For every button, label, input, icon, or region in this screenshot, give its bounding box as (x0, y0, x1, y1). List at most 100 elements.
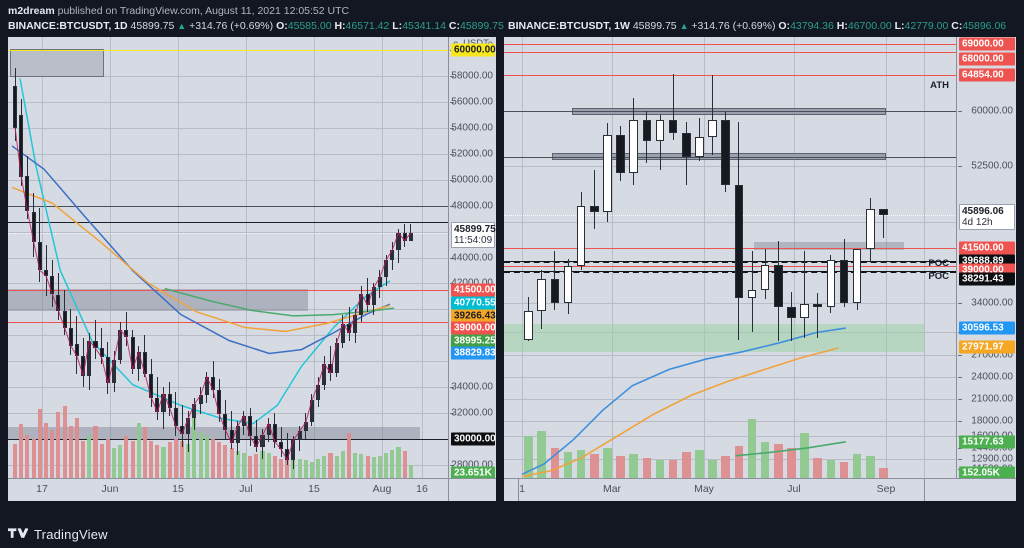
axis-price-tag[interactable]: 23.651K (451, 466, 495, 480)
axis-price-tag[interactable]: 27971.97 (959, 340, 1015, 354)
axis-price-tag[interactable]: 39266.43 (451, 309, 496, 323)
last-price-box[interactable]: 45899.75 11:54:09 (451, 221, 496, 248)
axis-tick (958, 398, 962, 400)
candle-body (852, 249, 862, 303)
axis-price-tag[interactable]: 15177.63 (959, 435, 1015, 449)
candle-wick (94, 319, 96, 359)
time-axis-weekly[interactable]: 1 Mar May Jul Sep (504, 478, 1016, 501)
volume-bar (297, 458, 302, 478)
volume-bar (155, 445, 160, 478)
volume-bar (537, 431, 547, 478)
volume-bar (186, 443, 191, 478)
gridline-horizontal (8, 257, 448, 259)
chart-plot-weekly[interactable]: ATH POC POC (504, 37, 956, 478)
axis-tick (958, 458, 962, 460)
close-key-weekly: C: (951, 20, 963, 32)
volume-bar (365, 455, 370, 478)
price-line (504, 247, 956, 249)
axis-price-tag[interactable]: 41500.00 (451, 283, 496, 297)
axis-price-tag[interactable]: 152.05K (959, 466, 1015, 480)
close-value-weekly: 45896.06 (962, 20, 1007, 32)
volume-bar (74, 418, 79, 478)
price-line (504, 51, 956, 53)
axis-price-tag[interactable]: 41500.00 (959, 241, 1015, 255)
candle-body (695, 137, 704, 157)
price-line (8, 205, 448, 207)
volume-bar (328, 452, 333, 478)
symbol-title-daily[interactable]: BINANCE:BTCUSDT, 1D (8, 20, 128, 32)
candle-body (773, 264, 783, 307)
axis-price-tag[interactable]: 39000.00 (451, 321, 496, 335)
axis-price-tag[interactable]: 38829.83 (451, 346, 496, 360)
volume-bar (371, 457, 376, 478)
chart-plot-daily[interactable] (8, 37, 448, 478)
time-axis-label: Jul (239, 483, 253, 495)
gridline-vertical (924, 37, 925, 478)
volume-bar (31, 439, 36, 478)
axis-price-tag[interactable]: 38995.25 (451, 334, 496, 347)
axis-price-tag[interactable]: 40770.55 (451, 296, 496, 310)
volume-bar (322, 455, 327, 478)
demand-zone (8, 427, 420, 441)
volume-bar (285, 457, 290, 478)
axis-price-label: 56000.00 (451, 96, 493, 108)
volume-bar (695, 449, 704, 478)
supply-zone-small (754, 241, 904, 250)
chart-pane-daily[interactable]: 6.USDT060000.0058000.0056000.0054000.005… (8, 37, 496, 501)
tradingview-logo[interactable]: TradingView (8, 527, 108, 542)
time-axis-label: Jun (101, 483, 119, 495)
axis-price-label: 52500.00 (971, 160, 1013, 172)
price-line (8, 49, 448, 51)
last-price-box[interactable]: 45896.06 4d 12h (959, 204, 1015, 231)
volume-bar (204, 436, 209, 478)
axis-tick (450, 257, 454, 259)
price-line (504, 75, 956, 76)
candle-wick (255, 419, 257, 453)
price-axis-daily[interactable]: 6.USDT060000.0058000.0056000.0054000.005… (448, 37, 496, 480)
candle-body (760, 264, 770, 290)
gridline-vertical (886, 37, 887, 478)
up-arrow-icon: ▲ (177, 21, 187, 31)
volume-bar (826, 459, 836, 478)
symbol-title-weekly[interactable]: BINANCE:BTCUSDT, 1W (508, 20, 630, 32)
axis-price-tag[interactable]: 30000.00 (451, 432, 496, 446)
axis-price-tag[interactable]: 69000.00 (959, 37, 1015, 51)
ma-slow-orange (521, 347, 839, 478)
gridline-horizontal (8, 387, 448, 389)
volume-bar (616, 455, 625, 478)
candle-body (668, 120, 678, 134)
volume-bar (589, 453, 599, 478)
gridline-vertical (704, 37, 705, 478)
time-axis-daily[interactable]: 17 Jun 15 Jul 15 Aug 16 (8, 478, 496, 501)
candle-body (603, 134, 612, 213)
axis-price-tag[interactable]: 38291.43 (959, 272, 1015, 286)
open-value-weekly: 43794.36 (790, 20, 834, 32)
candle-body (13, 86, 18, 128)
volume-bar (235, 451, 240, 478)
volume-bar (309, 461, 314, 478)
volume-bar (87, 434, 92, 478)
candle-body (787, 306, 796, 318)
axis-price-label: 18000.00 (971, 415, 1013, 427)
gridline-horizontal (8, 283, 448, 285)
gridline-horizontal (8, 335, 448, 337)
axis-price-label: 48000.00 (451, 200, 493, 212)
axis-price-tag[interactable]: 30596.53 (959, 321, 1015, 335)
high-key-weekly: H: (836, 20, 848, 32)
moving-average-overlays (521, 327, 846, 478)
volume-bar (93, 425, 98, 478)
volume-bar (248, 455, 253, 478)
price-axis-weekly[interactable]: 7USDT060000.0052500.0034000.0030000.0027… (956, 37, 1016, 480)
candle-wick (817, 293, 819, 339)
axis-price-tag[interactable]: 68000.00 (959, 52, 1015, 66)
volume-bar (192, 415, 197, 478)
volume-bar (353, 452, 358, 478)
volume-bar (852, 453, 862, 478)
axis-price-tag[interactable]: 60000.00 (451, 43, 496, 57)
axis-price-tag[interactable]: 64854.00 (959, 68, 1015, 82)
candle-body (524, 311, 533, 340)
time-axis-separator (448, 479, 449, 501)
plot-label-poc: POC (928, 271, 949, 283)
gridline-horizontal (8, 179, 448, 181)
